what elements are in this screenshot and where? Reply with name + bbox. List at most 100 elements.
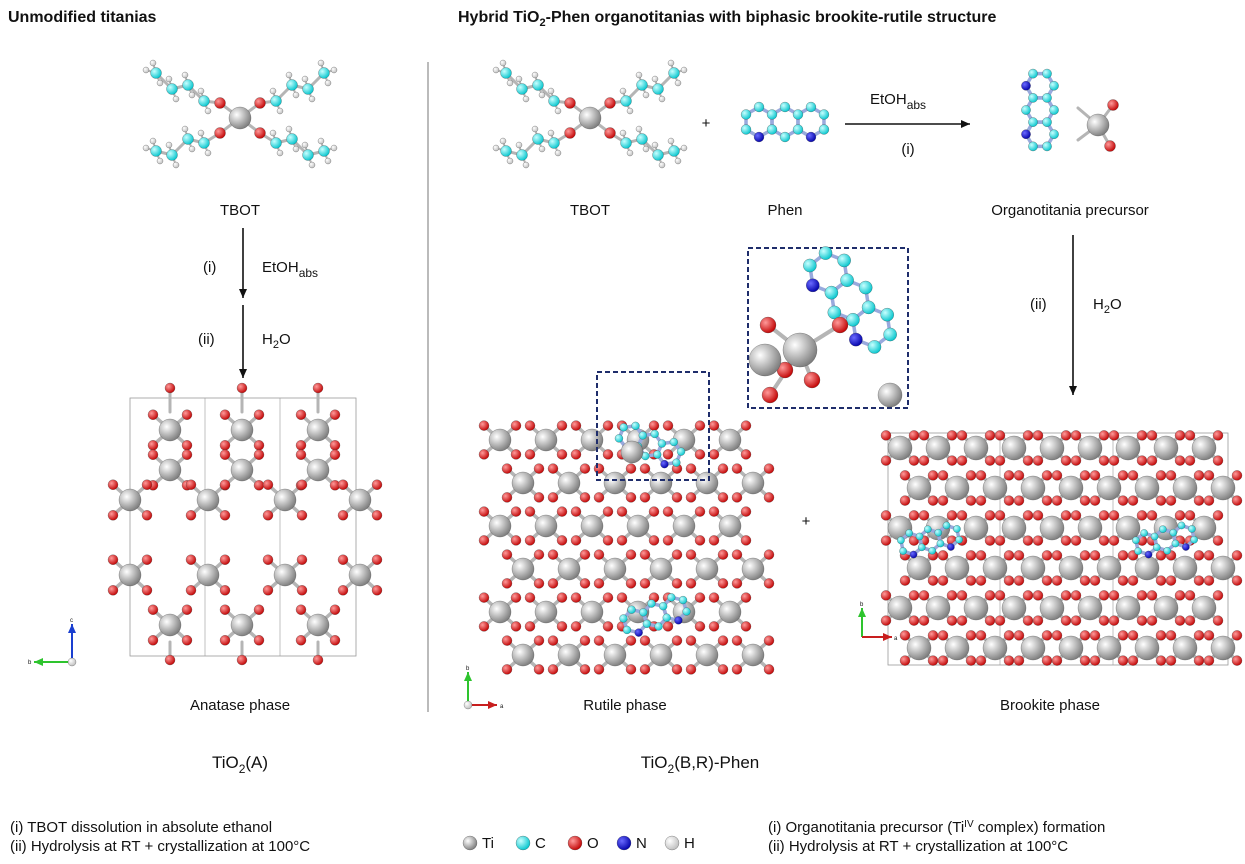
atom	[626, 664, 636, 674]
atom	[580, 492, 590, 502]
atom	[1178, 522, 1185, 529]
atom	[307, 614, 329, 636]
atom	[1090, 630, 1100, 640]
atom	[1175, 430, 1185, 440]
atom	[255, 98, 266, 109]
atom	[231, 459, 253, 481]
atom	[1004, 496, 1014, 506]
atom	[928, 630, 938, 640]
atom	[695, 593, 705, 603]
atom	[764, 492, 774, 502]
atom	[372, 555, 382, 565]
atom	[198, 88, 204, 94]
atom	[849, 333, 862, 346]
atom	[1078, 436, 1102, 460]
atom	[557, 535, 567, 545]
atom	[672, 492, 682, 502]
atom	[507, 158, 513, 164]
atom	[1213, 590, 1223, 600]
atom	[220, 440, 230, 450]
atom	[1087, 114, 1109, 136]
atom	[159, 459, 181, 481]
atom	[516, 142, 522, 148]
atom	[1052, 576, 1062, 586]
atom	[581, 515, 603, 537]
atom	[579, 107, 601, 129]
atom	[957, 456, 967, 466]
atom	[995, 430, 1005, 440]
atom	[1042, 630, 1052, 640]
atom	[186, 555, 196, 565]
atom	[929, 547, 936, 554]
atom	[627, 515, 649, 537]
atom	[976, 630, 986, 640]
atom	[650, 472, 672, 494]
atom	[696, 558, 718, 580]
atom	[167, 84, 178, 95]
atom	[1028, 142, 1037, 151]
atom	[696, 472, 718, 494]
atom	[884, 328, 897, 341]
atom	[1128, 630, 1138, 640]
atom	[318, 60, 324, 66]
atom	[636, 72, 642, 78]
atom	[1137, 510, 1147, 520]
atom	[1049, 130, 1058, 139]
atom	[639, 431, 647, 439]
legend-label: N	[636, 835, 647, 852]
atom	[166, 76, 172, 82]
atom	[825, 286, 838, 299]
atom	[119, 564, 141, 586]
note-part: (i) Organotitania precursor (Ti	[768, 819, 964, 836]
atom	[148, 605, 158, 615]
atom	[623, 626, 631, 634]
atom	[663, 535, 673, 545]
atom	[594, 636, 604, 646]
atom	[534, 578, 544, 588]
atom	[1147, 456, 1157, 466]
atom	[558, 472, 580, 494]
atom	[628, 606, 636, 614]
atom	[313, 655, 323, 665]
atom	[709, 421, 719, 431]
atom	[286, 72, 292, 78]
step-label: (i)	[901, 141, 914, 158]
atom	[627, 150, 633, 156]
atom	[643, 146, 649, 152]
atom	[535, 515, 557, 537]
atom	[780, 102, 790, 112]
atom	[372, 480, 382, 490]
atom	[1116, 436, 1140, 460]
atom	[819, 246, 832, 259]
atom	[479, 593, 489, 603]
atom	[617, 507, 627, 517]
atom	[220, 605, 230, 615]
atom	[1023, 616, 1033, 626]
atom	[1061, 430, 1071, 440]
atom	[1040, 516, 1064, 540]
atom	[995, 510, 1005, 520]
atom	[1147, 510, 1157, 520]
atom	[615, 434, 623, 442]
atom	[274, 564, 296, 586]
atom	[732, 550, 742, 560]
atom	[108, 555, 118, 565]
atom	[637, 80, 648, 91]
atom	[150, 138, 156, 144]
atom	[511, 449, 521, 459]
atom	[1052, 630, 1062, 640]
atom	[604, 472, 626, 494]
atom	[754, 102, 764, 112]
atom	[254, 635, 264, 645]
atom	[1028, 69, 1037, 78]
atom	[1090, 576, 1100, 586]
atom	[806, 279, 819, 292]
atom	[189, 146, 195, 152]
atom	[1232, 550, 1242, 560]
atom	[945, 636, 969, 660]
atom	[1061, 510, 1071, 520]
note-sup: IV	[964, 819, 974, 830]
atom	[511, 421, 521, 431]
atom	[1192, 436, 1216, 460]
atom	[1116, 516, 1140, 540]
